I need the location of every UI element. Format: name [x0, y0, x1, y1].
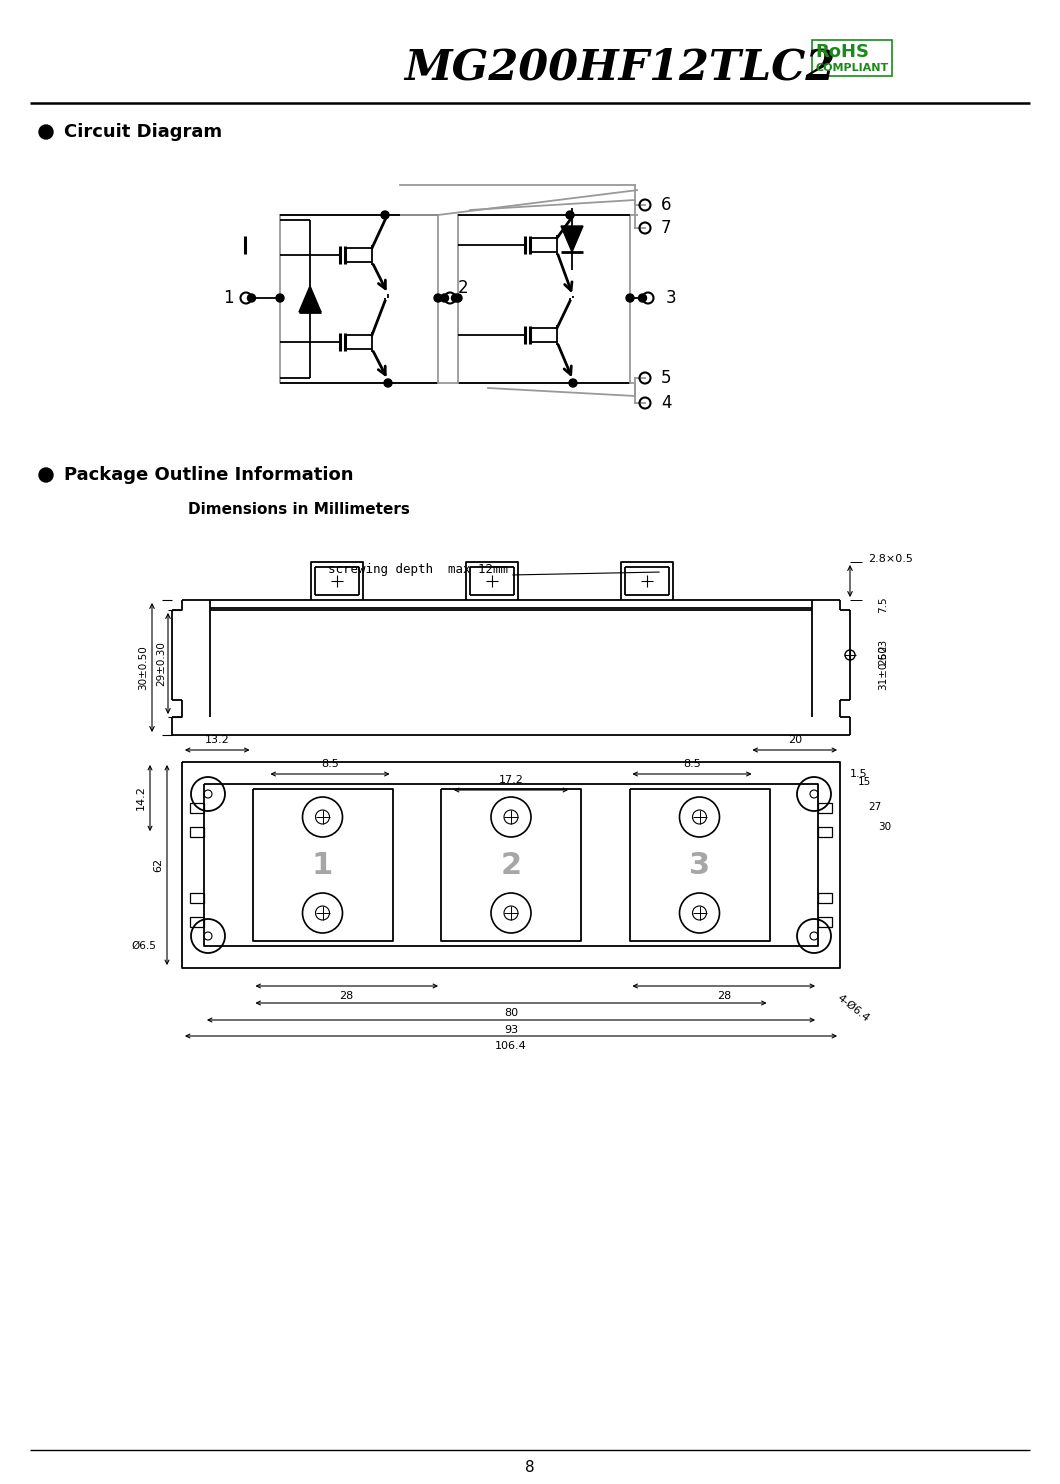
Text: 8.5: 8.5: [321, 758, 339, 769]
Text: Ø6.5: Ø6.5: [131, 941, 157, 951]
Text: 1: 1: [223, 289, 233, 307]
Text: 62: 62: [153, 858, 163, 873]
Circle shape: [384, 378, 392, 387]
Text: 7.5: 7.5: [878, 597, 888, 613]
Text: 4-Ø6.4: 4-Ø6.4: [835, 993, 871, 1024]
Bar: [190, 803, 204, 813]
Text: 27: 27: [868, 801, 881, 812]
Text: 14.2: 14.2: [136, 785, 146, 810]
Text: 3: 3: [689, 850, 710, 880]
Text: Circuit Diagram: Circuit Diagram: [64, 123, 223, 141]
Circle shape: [626, 294, 634, 303]
Bar: [818, 893, 832, 902]
Text: 30: 30: [878, 822, 891, 833]
Text: Dimensions in Millimeters: Dimensions in Millimeters: [188, 503, 410, 518]
Circle shape: [441, 294, 448, 303]
Text: screwing depth  max 12mm: screwing depth max 12mm: [328, 564, 508, 576]
Circle shape: [452, 294, 459, 303]
Text: MG200HF12TLC2: MG200HF12TLC2: [404, 47, 835, 89]
Circle shape: [566, 211, 575, 220]
Bar: [818, 917, 832, 928]
Polygon shape: [561, 226, 583, 252]
Circle shape: [381, 211, 389, 220]
Circle shape: [247, 294, 255, 303]
Circle shape: [569, 378, 577, 387]
Circle shape: [39, 125, 53, 139]
Circle shape: [276, 294, 284, 303]
Circle shape: [454, 294, 462, 303]
Text: 30±0.50: 30±0.50: [138, 646, 148, 690]
Text: 20: 20: [788, 735, 801, 745]
Text: 1.5: 1.5: [850, 769, 868, 779]
Text: 13.2: 13.2: [205, 735, 230, 745]
Text: Package Outline Information: Package Outline Information: [64, 466, 353, 484]
Text: 17.2: 17.2: [498, 775, 524, 785]
Bar: [818, 827, 832, 837]
Text: 28: 28: [717, 991, 731, 1002]
Text: 6: 6: [661, 196, 671, 214]
Text: 3: 3: [666, 289, 676, 307]
Bar: [812, 40, 893, 76]
Text: COMPLIANT: COMPLIANT: [815, 62, 888, 73]
Bar: [190, 827, 204, 837]
Circle shape: [434, 294, 442, 303]
Text: 2: 2: [500, 850, 522, 880]
Circle shape: [39, 467, 53, 482]
Text: 2.8×0.5: 2.8×0.5: [868, 554, 913, 564]
Text: 29±0.30: 29±0.30: [156, 641, 166, 686]
Text: 2: 2: [458, 279, 469, 297]
Text: 8.5: 8.5: [683, 758, 701, 769]
Circle shape: [638, 294, 647, 303]
Bar: [818, 803, 832, 813]
Text: 8: 8: [525, 1460, 535, 1475]
Text: 23: 23: [878, 638, 888, 651]
Text: 15: 15: [858, 778, 871, 787]
Text: 7: 7: [661, 220, 671, 237]
Polygon shape: [299, 286, 321, 312]
Text: 4: 4: [661, 393, 671, 413]
Text: 31±0.50: 31±0.50: [878, 646, 888, 690]
Text: 28: 28: [339, 991, 354, 1002]
Text: 93: 93: [504, 1025, 518, 1034]
Text: 5: 5: [661, 370, 671, 387]
Text: RoHS: RoHS: [815, 43, 869, 61]
Text: 106.4: 106.4: [495, 1040, 527, 1051]
Text: 80: 80: [504, 1008, 518, 1018]
Text: 26: 26: [878, 651, 888, 665]
Text: 1: 1: [312, 850, 333, 880]
Bar: [190, 893, 204, 902]
Bar: [190, 917, 204, 928]
